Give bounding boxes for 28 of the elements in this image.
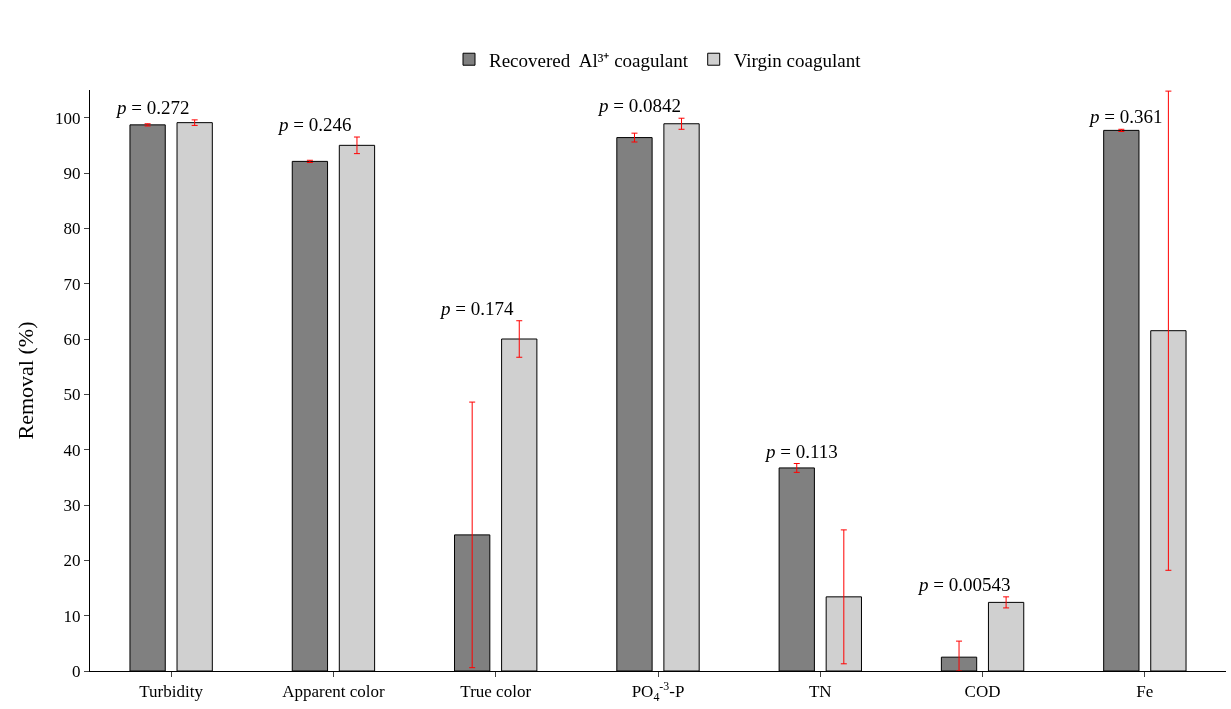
- legend-label: Virgin coagulant: [733, 49, 862, 71]
- legend-label: Recovered Al³⁺ coagulant: [489, 49, 689, 71]
- annotation: p = 0.174: [439, 298, 514, 319]
- annotation: p = 0.361: [1088, 106, 1163, 127]
- y-tick-label: 50: [63, 385, 81, 405]
- x-tick-label: COD: [964, 682, 1001, 702]
- annotation: p = 0.113: [764, 441, 838, 462]
- y-tick-label: 70: [63, 274, 81, 294]
- x-tick-label: Turbidity: [139, 682, 204, 702]
- annotation: p = 0.0842: [597, 95, 681, 116]
- y-tick-label: 40: [63, 440, 81, 460]
- y-tick-label: 30: [63, 495, 81, 515]
- x-tick-label: TN: [808, 682, 832, 702]
- y-axis-title: Removal (%): [12, 321, 38, 440]
- y-tick-label: 10: [63, 606, 81, 626]
- y-tick-label: 20: [63, 551, 81, 571]
- annotation: p = 0.00543: [917, 574, 1011, 595]
- y-tick-label: 60: [63, 329, 81, 349]
- y-tick-label: 100: [55, 108, 81, 128]
- y-tick-label: 80: [63, 219, 81, 239]
- x-tick-label: PO$_{4}$$^{-3}$-P: [631, 679, 685, 704]
- x-tick-label: Fe: [1136, 682, 1154, 702]
- annotation: p = 0.246: [277, 114, 352, 135]
- annotation: p = 0.272: [115, 97, 190, 118]
- x-tick-label: True color: [460, 682, 532, 702]
- y-tick-label: 90: [63, 163, 81, 183]
- y-tick-label: 0: [72, 661, 81, 681]
- x-tick-label: Apparent color: [282, 682, 385, 702]
